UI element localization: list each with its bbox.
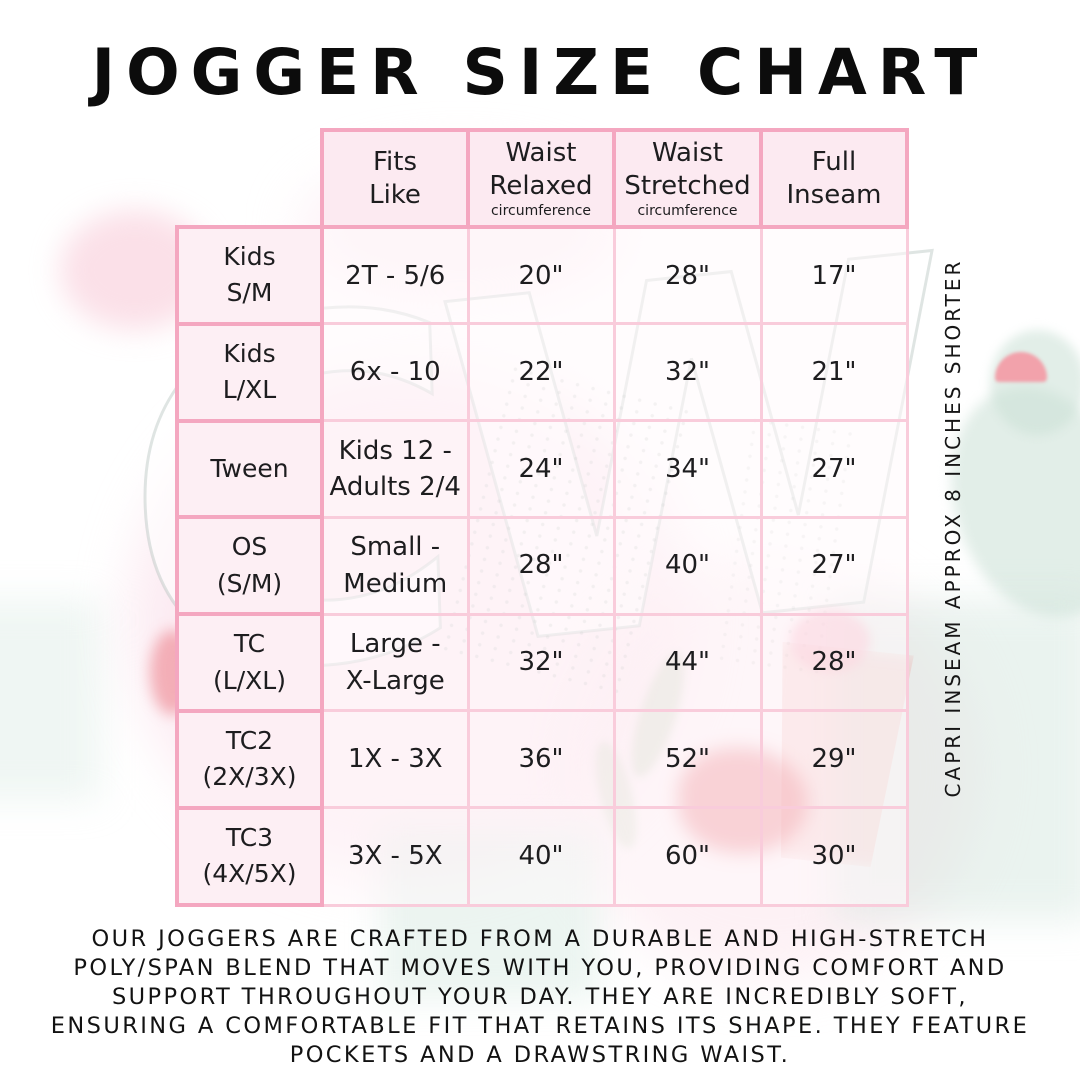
fits-like-cell: Kids 12 - Adults 2/4 bbox=[320, 419, 470, 519]
waist-stretched-cell: 52" bbox=[612, 709, 763, 810]
row-header-tween: Tween bbox=[175, 418, 324, 520]
description-line: POCKETS AND A DRAWSTRING WAIST. bbox=[289, 1042, 791, 1068]
column-header-full-inseam: Full Inseam bbox=[759, 128, 909, 229]
row-header-tc3-4x5x: TC3 (4X/5X) bbox=[175, 805, 324, 908]
table-row: TC2 (2X/3X) 1X - 3X 36" 52" 29" bbox=[175, 708, 909, 810]
full-inseam-cell: 30" bbox=[759, 806, 909, 907]
full-inseam-cell: 28" bbox=[759, 612, 909, 713]
fits-like-cell: Small - Medium bbox=[320, 515, 470, 616]
waist-relaxed-cell: 20" bbox=[466, 225, 616, 326]
fits-like-cell: Large - X-Large bbox=[320, 612, 470, 713]
column-header-fits-like: Fits Like bbox=[320, 128, 470, 229]
fits-like-cell: 1X - 3X bbox=[320, 709, 470, 810]
waist-stretched-cell: 44" bbox=[612, 612, 763, 713]
row-header-kids-lxl: Kids L/XL bbox=[175, 321, 324, 423]
column-subtext: circumference bbox=[637, 203, 738, 220]
waist-relaxed-cell: 36" bbox=[466, 709, 616, 810]
column-subtext: circumference bbox=[490, 203, 592, 220]
table-row: Kids L/XL 6x - 10 22" 32" 21" bbox=[175, 321, 909, 423]
waist-relaxed-cell: 28" bbox=[466, 515, 616, 616]
page-title: JOGGER SIZE CHART bbox=[91, 36, 989, 109]
column-header-waist-stretched: Waist Stretched circumference bbox=[612, 128, 763, 229]
waist-relaxed-cell: 40" bbox=[466, 806, 616, 907]
waist-stretched-cell: 34" bbox=[612, 419, 763, 519]
table-row: TC (L/XL) Large - X-Large 32" 44" 28" bbox=[175, 612, 909, 713]
column-header-waist-relaxed: Waist Relaxed circumference bbox=[466, 128, 616, 229]
cactus-pad-watermark bbox=[990, 330, 1080, 435]
row-header-tc2-2x3x: TC2 (2X/3X) bbox=[175, 708, 324, 810]
waist-stretched-cell: 40" bbox=[612, 515, 763, 616]
full-inseam-cell: 29" bbox=[759, 709, 909, 810]
waist-stretched-cell: 28" bbox=[612, 225, 763, 326]
fits-like-cell: 2T - 5/6 bbox=[320, 225, 470, 326]
description-line: OUR JOGGERS ARE CRAFTED FROM A DURABLE A… bbox=[91, 926, 989, 952]
row-header-kids-sm: Kids S/M bbox=[175, 225, 324, 326]
full-inseam-cell: 27" bbox=[759, 515, 909, 616]
description-line: POLY/SPAN BLEND THAT MOVES WITH YOU, PRO… bbox=[73, 955, 1007, 981]
fits-like-cell: 3X - 5X bbox=[320, 806, 470, 907]
row-header-tc-lxl: TC (L/XL) bbox=[175, 612, 324, 713]
description-line: SUPPORT THROUGHOUT YOUR DAY. THEY ARE IN… bbox=[111, 984, 968, 1010]
waist-relaxed-cell: 22" bbox=[466, 322, 616, 423]
waist-stretched-cell: 60" bbox=[612, 806, 763, 907]
product-description: OUR JOGGERS ARE CRAFTED FROM A DURABLE A… bbox=[20, 925, 1060, 1070]
row-header-os-sm: OS (S/M) bbox=[175, 515, 324, 617]
waist-stretched-cell: 32" bbox=[612, 322, 763, 423]
header-row: Fits Like Waist Relaxed circumference Wa… bbox=[177, 128, 909, 229]
cactus-watermark bbox=[0, 600, 100, 800]
table-row: TC3 (4X/5X) 3X - 5X 40" 60" 30" bbox=[175, 805, 909, 908]
table-row: OS (S/M) Small - Medium 28" 40" 27" bbox=[175, 515, 909, 617]
size-chart-table: Fits Like Waist Relaxed circumference Wa… bbox=[175, 128, 909, 908]
capri-inseam-note: CAPRI INSEAM APPROX 8 INCHES SHORTER bbox=[941, 258, 965, 798]
waist-relaxed-cell: 24" bbox=[466, 419, 616, 519]
full-inseam-cell: 17" bbox=[759, 225, 909, 326]
table-row: Tween Kids 12 - Adults 2/4 24" 34" 27" bbox=[175, 418, 909, 520]
full-inseam-cell: 21" bbox=[759, 322, 909, 423]
waist-relaxed-cell: 32" bbox=[466, 612, 616, 713]
corner-spacer-cell bbox=[177, 130, 322, 227]
fits-like-cell: 6x - 10 bbox=[320, 322, 470, 423]
full-inseam-cell: 27" bbox=[759, 419, 909, 519]
description-line: ENSURING A COMFORTABLE FIT THAT RETAINS … bbox=[50, 1013, 1030, 1039]
table-row: Kids S/M 2T - 5/6 20" 28" 17" bbox=[175, 225, 909, 326]
